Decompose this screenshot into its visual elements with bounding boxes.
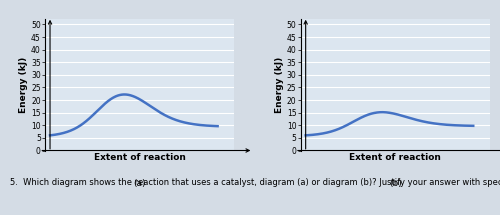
X-axis label: Extent of reaction: Extent of reaction: [350, 153, 442, 162]
Text: (b): (b): [389, 179, 402, 188]
Text: (a): (a): [134, 179, 146, 188]
Y-axis label: Energy (kJ): Energy (kJ): [20, 57, 28, 113]
X-axis label: Extent of reaction: Extent of reaction: [94, 153, 186, 162]
Y-axis label: Energy (kJ): Energy (kJ): [275, 57, 284, 113]
Text: 5.  Which diagram shows the reaction that uses a catalyst, diagram (a) or diagra: 5. Which diagram shows the reaction that…: [10, 178, 500, 187]
